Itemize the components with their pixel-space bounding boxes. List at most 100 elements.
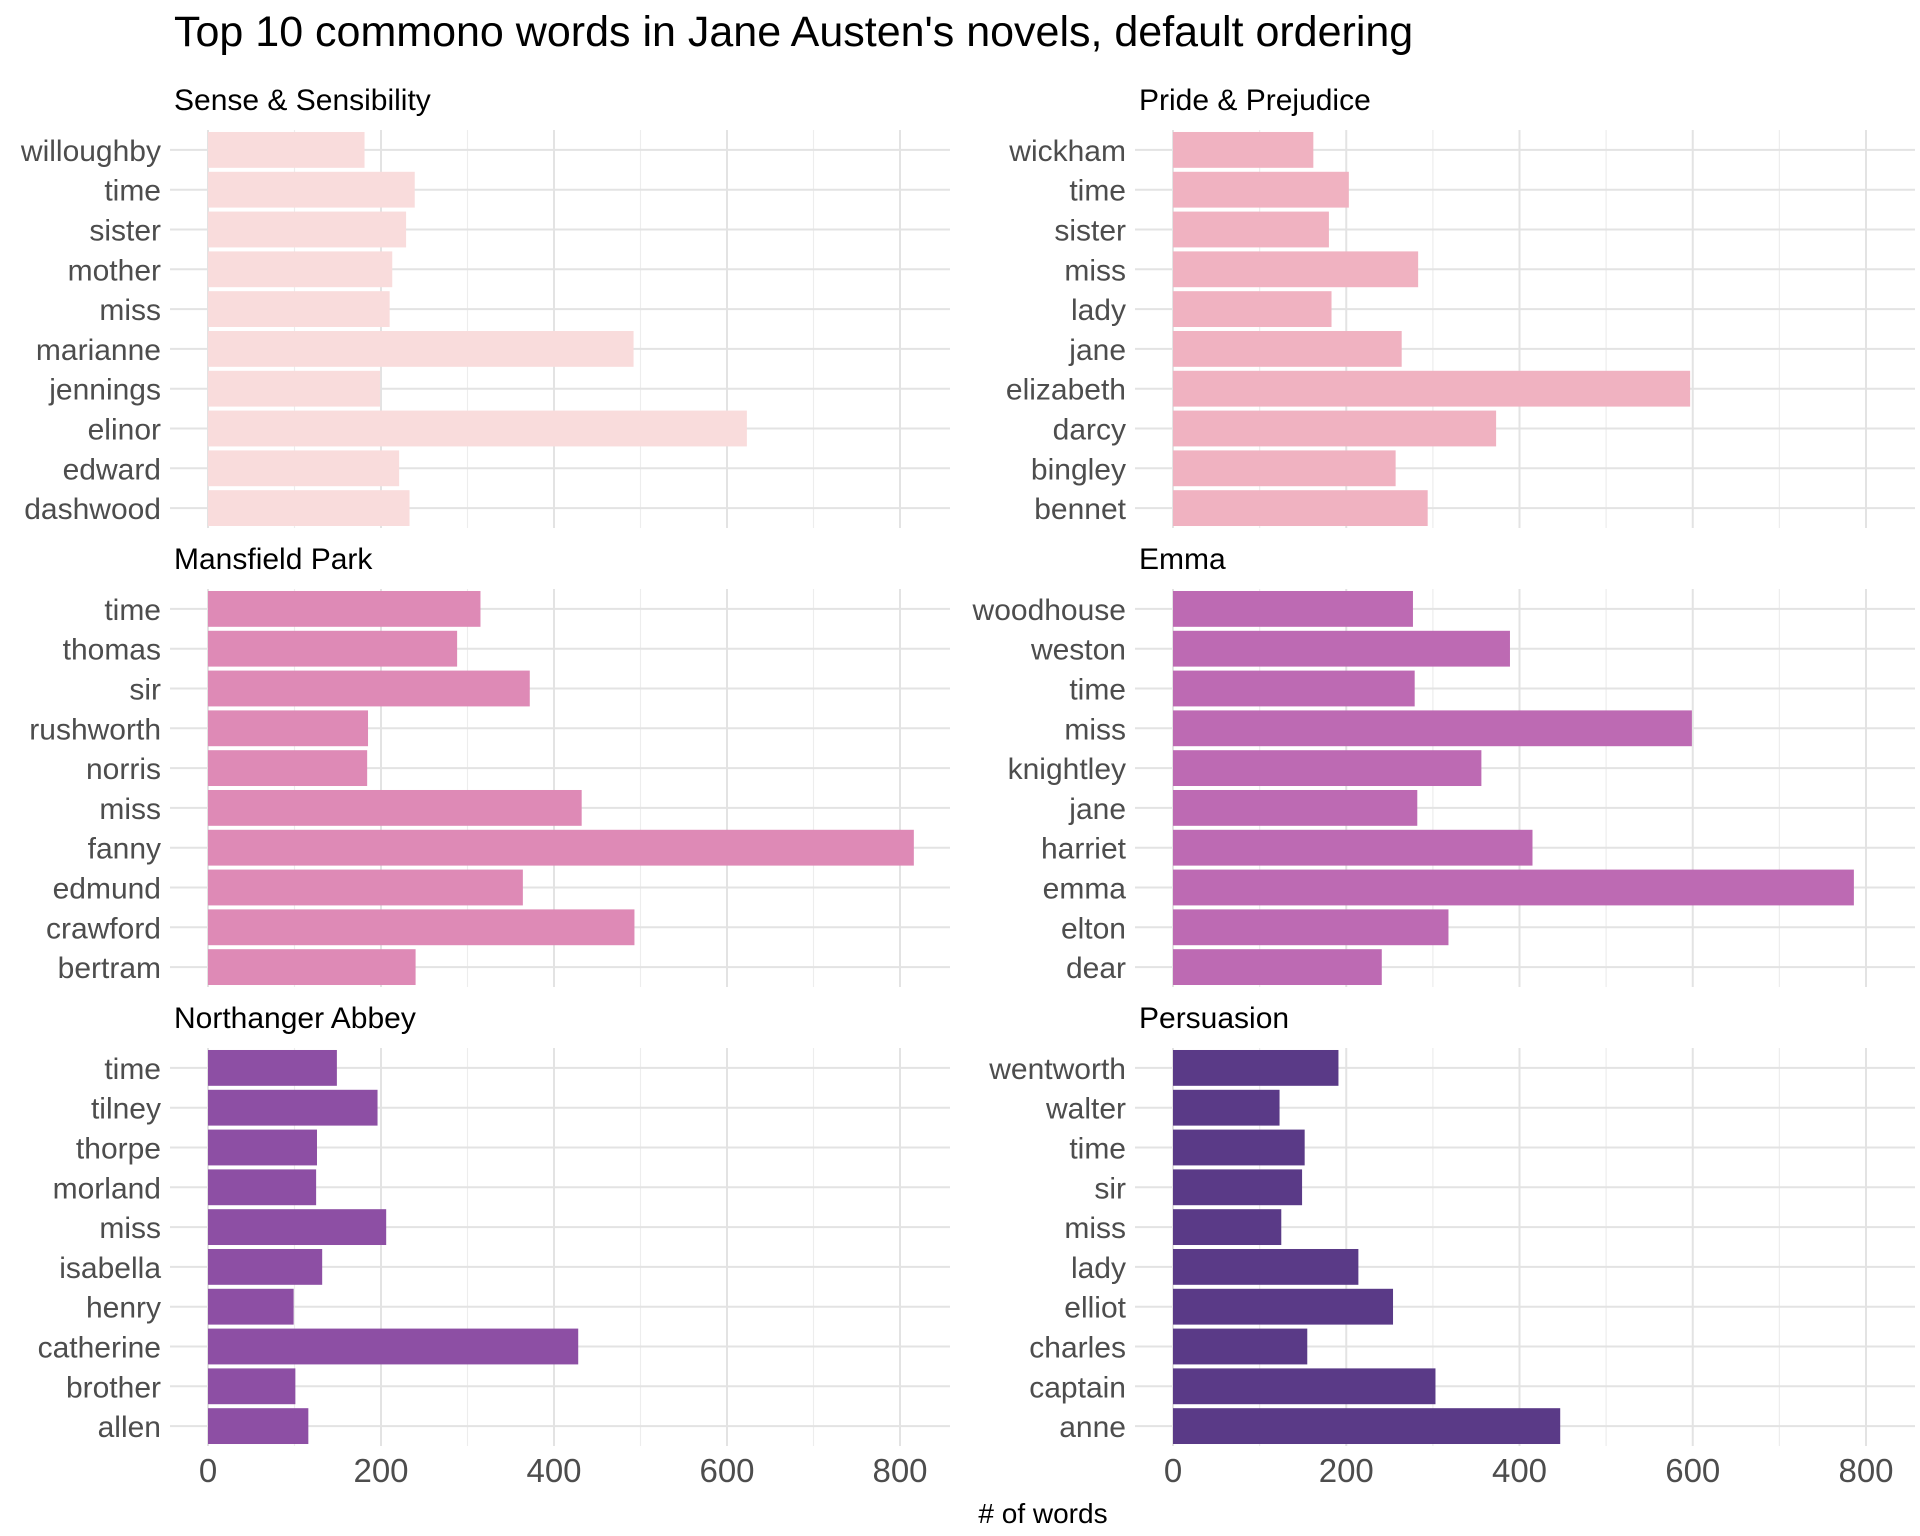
y-tick-label: miss xyxy=(1064,254,1126,287)
y-tick-label: rushworth xyxy=(29,713,161,746)
bar xyxy=(208,1049,337,1086)
y-tick-label: crawford xyxy=(46,912,161,945)
bar xyxy=(208,590,481,627)
y-tick-label: time xyxy=(104,1053,161,1086)
y-tick-label: sister xyxy=(1054,215,1126,248)
bar xyxy=(1173,251,1419,288)
y-tick-label: elliot xyxy=(1064,1292,1126,1325)
bar xyxy=(208,909,635,946)
y-tick-label: bingley xyxy=(1031,453,1126,486)
bar xyxy=(1173,789,1418,826)
y-tick-label: woodhouse xyxy=(972,594,1126,627)
bar xyxy=(1173,1049,1339,1086)
bar xyxy=(1173,1408,1561,1445)
facet-title: Sense & Sensibility xyxy=(174,84,431,117)
facet-panel: Persuasion anne captain charles elliot lady mi… xyxy=(988,1002,1915,1446)
x-tick-label: 200 xyxy=(353,1452,408,1489)
bar xyxy=(208,829,914,866)
y-tick-label: bennet xyxy=(1034,493,1126,526)
facet-title: Persuasion xyxy=(1139,1002,1289,1035)
bar xyxy=(208,1129,317,1166)
bar xyxy=(208,1209,387,1246)
y-tick-label: captain xyxy=(1029,1371,1126,1404)
bar xyxy=(208,789,582,826)
y-tick-label: marianne xyxy=(36,334,161,367)
y-tick-label: dashwood xyxy=(24,493,161,526)
y-tick-label: miss xyxy=(99,294,161,327)
bar xyxy=(208,1408,309,1445)
facet-title: Mansfield Park xyxy=(174,543,373,576)
bar xyxy=(1173,909,1449,946)
y-tick-label: harriet xyxy=(1041,833,1127,866)
y-tick-label: norris xyxy=(86,753,161,786)
bar xyxy=(1173,211,1329,248)
bar xyxy=(208,949,416,986)
x-tick-label: 800 xyxy=(872,1452,927,1489)
facet-panel: Emma dear elton emma harriet jane knightley mis… xyxy=(972,543,1915,987)
x-axis-title: # of words xyxy=(978,1498,1107,1529)
bar xyxy=(1173,410,1497,447)
y-tick-label: miss xyxy=(99,793,161,826)
x-tick-label: 0 xyxy=(199,1452,217,1489)
bar xyxy=(1173,131,1314,168)
bar xyxy=(1173,291,1332,328)
bar xyxy=(1173,1368,1436,1405)
y-tick-label: isabella xyxy=(59,1252,161,1285)
x-tick-label: 0 xyxy=(1164,1452,1182,1489)
bar xyxy=(1173,370,1691,407)
y-tick-label: miss xyxy=(1064,1212,1126,1245)
bar xyxy=(1173,869,1854,906)
x-tick-label: 600 xyxy=(699,1452,754,1489)
y-tick-label: thorpe xyxy=(76,1133,161,1166)
bar xyxy=(1173,1089,1280,1126)
y-tick-label: morland xyxy=(53,1172,161,1205)
y-tick-label: tilney xyxy=(91,1093,161,1126)
y-tick-label: mother xyxy=(68,254,161,287)
y-tick-label: allen xyxy=(98,1411,161,1444)
bar xyxy=(208,1248,323,1285)
bar xyxy=(1173,590,1413,627)
y-tick-label: weston xyxy=(1030,634,1126,667)
y-tick-label: thomas xyxy=(63,634,161,667)
y-tick-label: charles xyxy=(1029,1332,1126,1365)
bar xyxy=(1173,490,1428,527)
bar xyxy=(208,1328,579,1365)
y-tick-label: time xyxy=(104,175,161,208)
y-tick-label: elinor xyxy=(88,414,161,447)
y-tick-label: knightley xyxy=(1008,753,1126,786)
bar xyxy=(208,490,410,527)
y-tick-label: sir xyxy=(1094,1172,1126,1205)
y-tick-label: fanny xyxy=(88,833,161,866)
bar xyxy=(208,251,393,288)
bar xyxy=(208,291,390,328)
y-tick-label: time xyxy=(1069,175,1126,208)
facet-title: Emma xyxy=(1139,543,1226,576)
y-tick-label: sister xyxy=(89,215,161,248)
bar xyxy=(208,1288,294,1325)
bar xyxy=(208,670,530,707)
y-tick-label: walter xyxy=(1045,1093,1126,1126)
facet-panel: Pride & Prejudice bennet bingley darcy eliza… xyxy=(1006,84,1915,528)
y-tick-label: catherine xyxy=(38,1332,161,1365)
y-tick-label: brother xyxy=(66,1371,161,1404)
facet-panel: Northanger Abbey allen brother catherine hen… xyxy=(38,1002,950,1446)
y-tick-label: jane xyxy=(1068,793,1126,826)
bar xyxy=(1173,630,1510,667)
bar xyxy=(1173,1129,1305,1166)
y-tick-label: lady xyxy=(1071,1252,1126,1285)
bar xyxy=(1173,171,1349,208)
bar xyxy=(208,1169,317,1206)
facet-panel: Sense & Sensibility dashwood edward elinor j… xyxy=(20,84,950,528)
bar xyxy=(1173,1328,1308,1365)
x-tick-label: 200 xyxy=(1319,1452,1374,1489)
bar xyxy=(1173,829,1533,866)
y-tick-label: jennings xyxy=(48,374,161,407)
bar xyxy=(1173,750,1482,787)
y-tick-label: time xyxy=(1069,1133,1126,1166)
bar xyxy=(1173,1209,1282,1246)
bar xyxy=(1173,1248,1359,1285)
y-tick-label: edmund xyxy=(53,873,161,906)
bar xyxy=(208,1368,296,1405)
y-tick-label: jane xyxy=(1068,334,1126,367)
